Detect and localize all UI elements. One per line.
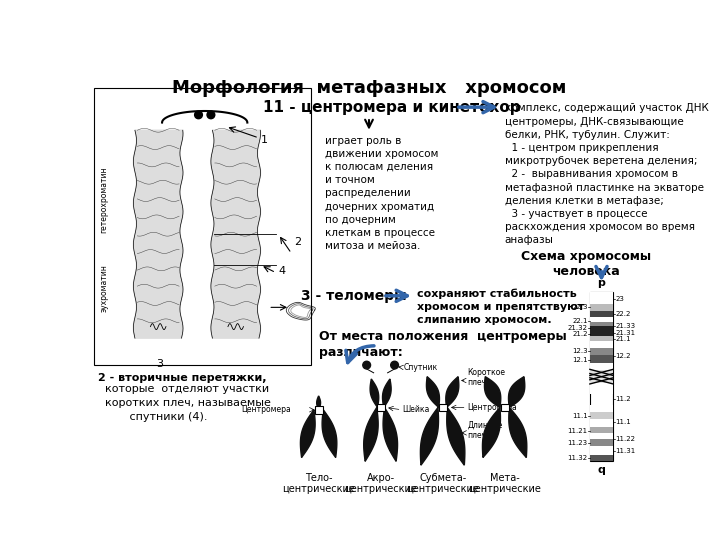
Bar — [590, 310, 613, 318]
Bar — [590, 428, 613, 433]
Polygon shape — [446, 408, 465, 465]
Text: Центромера: Центромера — [242, 405, 292, 414]
Bar — [590, 370, 613, 383]
Polygon shape — [509, 408, 527, 457]
Text: Акро-
центрические: Акро- центрические — [344, 473, 417, 495]
Bar — [590, 363, 613, 370]
Polygon shape — [485, 377, 500, 408]
Text: 22.1: 22.1 — [572, 318, 588, 324]
Text: 21.32: 21.32 — [567, 326, 588, 332]
Text: p: p — [598, 278, 606, 288]
Text: 4: 4 — [279, 266, 285, 276]
Text: q: q — [598, 465, 606, 475]
Bar — [590, 412, 613, 419]
Text: Спутник: Спутник — [404, 363, 438, 372]
Polygon shape — [508, 377, 525, 408]
Text: 2: 2 — [294, 237, 301, 247]
Text: 11.31: 11.31 — [616, 448, 636, 454]
Text: играет роль в
движении хромосом
к полюсам деления
и точном
распределении
дочерни: играет роль в движении хромосом к полюса… — [325, 136, 438, 251]
Bar — [590, 336, 613, 341]
Text: 1: 1 — [261, 135, 268, 145]
Text: 11.1: 11.1 — [572, 413, 588, 418]
Bar — [590, 292, 613, 304]
Text: которые  отделяют участки
  коротких плеч, называемые
         спутники (4).: которые отделяют участки коротких плеч, … — [98, 384, 271, 422]
Polygon shape — [446, 377, 459, 408]
Bar — [590, 292, 613, 461]
Circle shape — [207, 111, 215, 119]
Text: сохраняют стабильность
хромосом и препятствуют
слипанию хромосом.: сохраняют стабильность хромосом и препят… — [417, 288, 585, 325]
Polygon shape — [420, 408, 438, 465]
Bar — [590, 406, 613, 412]
Text: Шейка: Шейка — [402, 405, 430, 414]
Bar — [590, 348, 613, 355]
Bar — [315, 406, 323, 414]
Text: Мета-
центрические: Мета- центрические — [468, 473, 541, 495]
Text: 22.3: 22.3 — [572, 304, 588, 310]
Polygon shape — [383, 408, 397, 461]
Bar — [500, 403, 508, 411]
Text: 12.1: 12.1 — [572, 357, 588, 363]
Text: 23: 23 — [616, 296, 624, 302]
Text: Морфология  метафазных   хромосом: Морфология метафазных хромосом — [172, 79, 566, 97]
Text: Центромера: Центромера — [467, 403, 517, 412]
Text: гетерохроматин: гетерохроматин — [99, 166, 109, 233]
Circle shape — [363, 361, 371, 369]
Bar — [438, 403, 446, 411]
Text: 11.23: 11.23 — [567, 440, 588, 445]
Bar — [590, 419, 613, 428]
Bar — [590, 322, 613, 326]
Text: 11.1: 11.1 — [616, 420, 631, 426]
Bar — [590, 433, 613, 440]
Text: 3 - теломеры: 3 - теломеры — [301, 289, 406, 303]
Bar — [590, 455, 613, 461]
Text: 11.22: 11.22 — [616, 436, 636, 442]
Text: 11.21: 11.21 — [567, 428, 588, 434]
Text: Схема хромосомы
человека: Схема хромосомы человека — [521, 249, 651, 278]
Bar — [590, 383, 613, 394]
Polygon shape — [370, 379, 379, 408]
Text: 21.33: 21.33 — [616, 323, 636, 329]
Bar — [590, 440, 613, 446]
Bar — [590, 331, 613, 336]
Circle shape — [194, 111, 202, 119]
Text: 11 - центромера и кинетохор: 11 - центромера и кинетохор — [264, 100, 521, 114]
Polygon shape — [211, 130, 261, 338]
Text: 11.32: 11.32 — [567, 455, 588, 461]
Bar — [590, 318, 613, 322]
Text: 11.2: 11.2 — [616, 396, 631, 402]
Text: Субмета-
центрические: Субмета- центрические — [406, 473, 479, 495]
Text: 3: 3 — [156, 359, 163, 369]
Bar — [94, 88, 311, 365]
Polygon shape — [482, 408, 500, 457]
Bar — [377, 403, 384, 411]
Text: От места положения  центромеры
различают:: От места положения центромеры различают: — [319, 330, 567, 360]
Bar — [590, 326, 613, 331]
Polygon shape — [426, 377, 439, 408]
Polygon shape — [322, 410, 337, 457]
Text: Тело-
центрические: Тело- центрические — [282, 473, 355, 495]
Text: комплекс, содержащий участок ДНК
центромеры, ДНК-связывающие
белки, РНК, тубулин: комплекс, содержащий участок ДНК центром… — [505, 103, 708, 245]
Bar — [590, 304, 613, 310]
Bar — [590, 341, 613, 348]
Text: 21.2: 21.2 — [572, 332, 588, 338]
Polygon shape — [133, 130, 183, 338]
Text: 21.1: 21.1 — [616, 336, 631, 342]
Text: 12.3: 12.3 — [572, 348, 588, 354]
Text: 21.31: 21.31 — [616, 329, 636, 335]
Circle shape — [391, 361, 398, 369]
Bar — [590, 446, 613, 455]
Text: эухроматин: эухроматин — [99, 264, 109, 312]
Polygon shape — [364, 408, 378, 461]
Text: Короткое
плечо: Короткое плечо — [467, 368, 505, 387]
Polygon shape — [317, 396, 320, 410]
Text: Длинное
плечо: Длинное плечо — [467, 421, 503, 440]
Polygon shape — [300, 410, 315, 457]
Polygon shape — [382, 379, 391, 408]
Text: 12.2: 12.2 — [616, 353, 631, 359]
Text: 22.2: 22.2 — [616, 311, 631, 317]
Text: 2 - вторичные перетяжки,: 2 - вторичные перетяжки, — [98, 373, 266, 383]
Bar — [590, 355, 613, 363]
